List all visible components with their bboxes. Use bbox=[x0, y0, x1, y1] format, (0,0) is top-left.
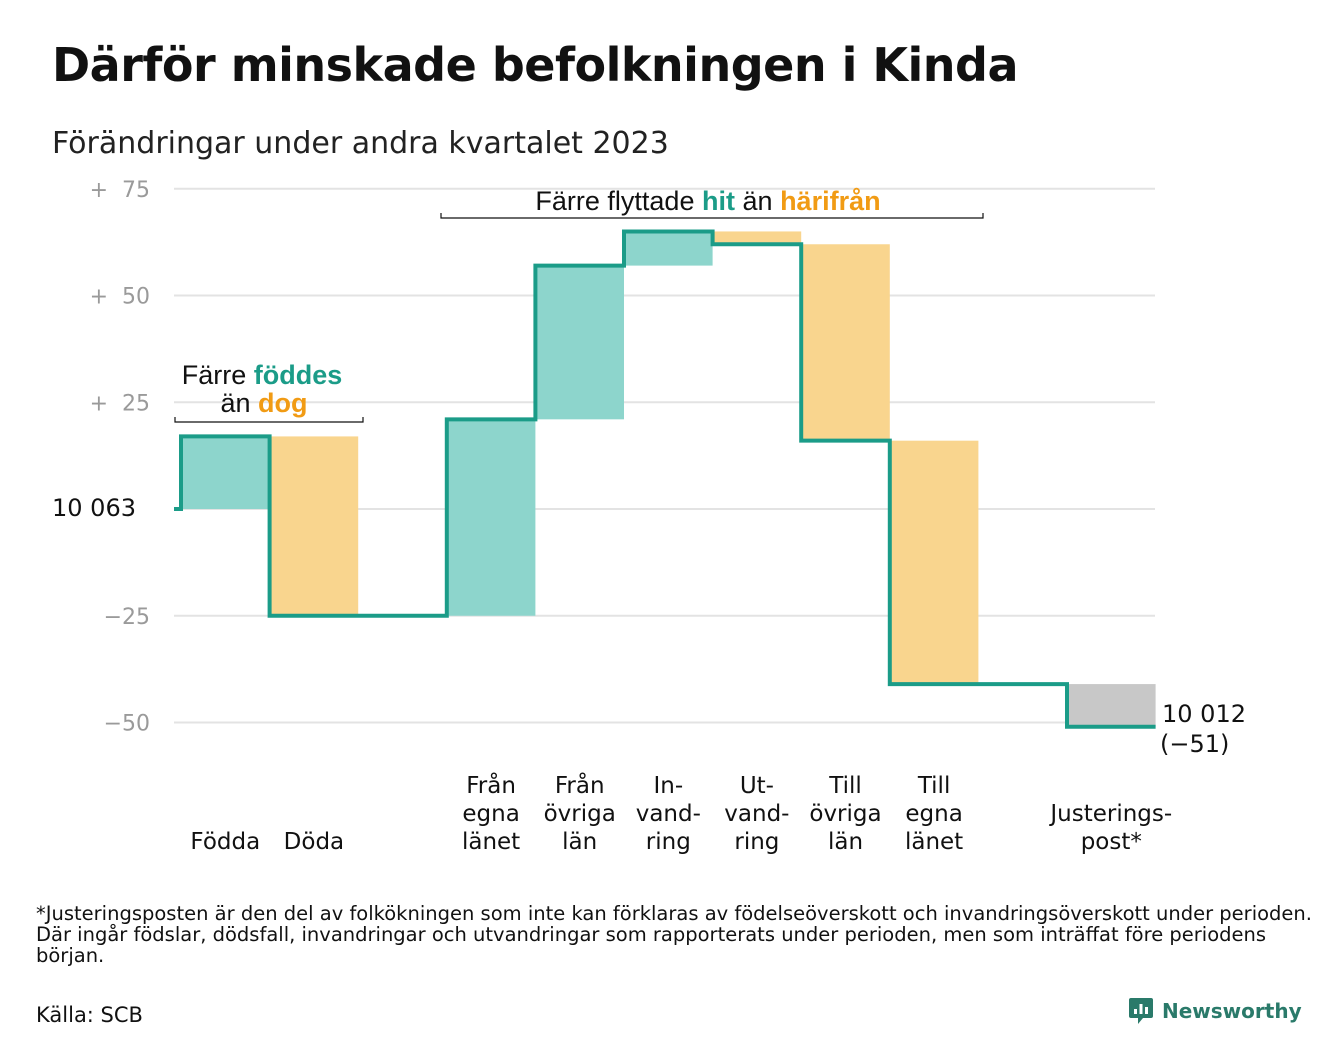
migration-annotation-middle: än bbox=[743, 186, 773, 216]
start-value-label: 10 063 bbox=[52, 494, 136, 522]
x-tick-label: länet bbox=[905, 829, 963, 855]
migration-annotation-prefix: Färre flyttade bbox=[535, 186, 694, 216]
x-tick-label: In- bbox=[653, 773, 683, 799]
x-tick-label: Från bbox=[555, 771, 605, 799]
x-tick-label: ring bbox=[734, 829, 779, 855]
waterfall-bar bbox=[181, 436, 270, 509]
x-tick-label: egna bbox=[462, 801, 519, 827]
waterfall-bar bbox=[1067, 684, 1156, 727]
svg-text:Färre flyttade hit: Färre flyttade hit än härifrån bbox=[535, 186, 880, 216]
x-tick-label: Till bbox=[828, 773, 862, 799]
births-annotation: Färre föddes än dog bbox=[174, 360, 364, 423]
migration-annotation-green: hit bbox=[702, 186, 735, 216]
x-tick-label: Från bbox=[466, 771, 516, 799]
x-tick-label: övriga bbox=[544, 801, 616, 827]
y-tick-label: + 50 bbox=[90, 285, 150, 310]
x-tick-label: Justerings- bbox=[1048, 801, 1172, 827]
waterfall-bar bbox=[624, 231, 713, 266]
y-tick-label: −25 bbox=[104, 605, 150, 630]
migration-annotation-orange: härifrån bbox=[780, 186, 881, 216]
end-value-label: 10 012 bbox=[1162, 700, 1246, 728]
waterfall-bar bbox=[712, 231, 802, 245]
y-axis-ticks: + 75 + 50 + 25 −25 −50 bbox=[90, 178, 150, 737]
population-step-line bbox=[174, 229, 1156, 729]
svg-text:Färre föddes: Färre föddes bbox=[182, 360, 343, 390]
waterfall-bar bbox=[889, 440, 979, 685]
x-tick-label: egna bbox=[905, 801, 962, 827]
births-annotation-orange: dog bbox=[258, 388, 307, 418]
births-annotation-line2-prefix: än bbox=[220, 388, 250, 418]
births-bracket bbox=[174, 417, 364, 423]
x-tick-label: Döda bbox=[284, 829, 344, 855]
births-annotation-prefix: Färre bbox=[182, 360, 247, 390]
x-tick-label: Till bbox=[917, 773, 951, 799]
births-annotation-green: föddes bbox=[254, 360, 343, 390]
x-axis-labels: Födda DödaFrånegnalänetFrånövrigalänIn-va… bbox=[190, 771, 1172, 855]
x-tick-label: Födda bbox=[190, 829, 260, 855]
waterfall-bar bbox=[446, 419, 536, 616]
brand-name: Newsworthy bbox=[1162, 999, 1302, 1023]
svg-text:än dog: än dog bbox=[220, 388, 307, 418]
waterfall-bar bbox=[269, 436, 359, 616]
migration-bracket bbox=[440, 213, 984, 219]
x-tick-label: länet bbox=[462, 829, 520, 855]
chart-title: Därför minskade befolkningen i Kinda bbox=[52, 38, 1019, 92]
end-change-label: (−51) bbox=[1160, 730, 1229, 758]
migration-annotation: Färre flyttade hit än härifrån bbox=[440, 186, 984, 219]
x-tick-label: ring bbox=[646, 829, 691, 855]
source-label: Källa: SCB bbox=[36, 1003, 143, 1027]
bars bbox=[181, 231, 1156, 727]
waterfall-bar bbox=[801, 244, 890, 441]
x-tick-label: post* bbox=[1081, 829, 1142, 855]
y-tick-label: + 25 bbox=[90, 391, 150, 416]
brand-logo[interactable]: Newsworthy bbox=[1128, 996, 1302, 1026]
x-tick-label: län bbox=[562, 829, 597, 855]
x-tick-label: län bbox=[828, 829, 863, 855]
waterfall-bar bbox=[535, 265, 624, 420]
y-tick-label: −50 bbox=[104, 712, 150, 737]
newsworthy-logo-icon bbox=[1129, 998, 1153, 1024]
x-tick-label: Ut- bbox=[740, 773, 774, 799]
y-tick-label: + 75 bbox=[90, 178, 150, 203]
waterfall-chart: + 75+ 50+ 25−25−50 Födda DödaFrånegnaläne… bbox=[52, 178, 1246, 855]
chart-subtitle: Förändringar under andra kvartalet 2023 bbox=[52, 126, 669, 161]
x-tick-label: vand- bbox=[636, 801, 701, 827]
x-tick-label: vand- bbox=[724, 801, 789, 827]
footnote: *Justeringsposten är den del av folkökni… bbox=[36, 902, 1312, 967]
x-tick-label: övriga bbox=[809, 801, 881, 827]
